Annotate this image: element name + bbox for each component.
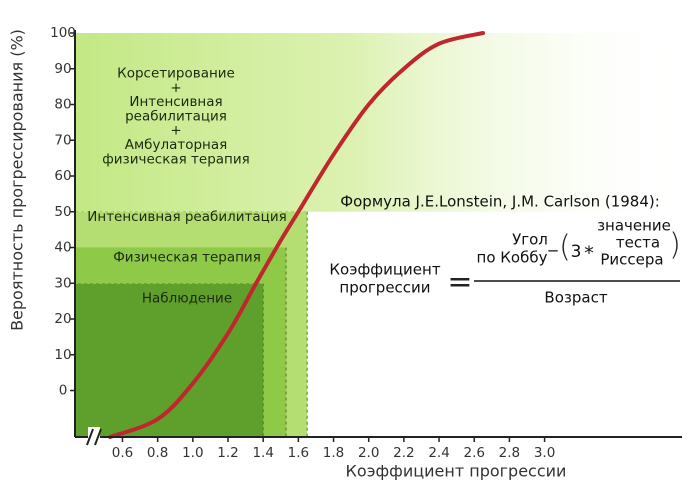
x-tick-label: 2.6 bbox=[463, 445, 484, 461]
zone-label: Физическая терапия bbox=[113, 250, 261, 266]
paren: ) bbox=[669, 228, 681, 263]
y-tick-label: 70 bbox=[54, 132, 71, 148]
x-tick-label: 3.0 bbox=[534, 445, 555, 461]
y-tick-label: 30 bbox=[54, 275, 71, 291]
y-tick-label: 80 bbox=[54, 97, 71, 113]
x-tick-label: 1.2 bbox=[217, 445, 238, 461]
zone-label: Амбулаторная bbox=[125, 137, 228, 153]
y-tick-label: 100 bbox=[50, 25, 76, 41]
formula-numerator: Риссера bbox=[600, 251, 663, 269]
x-tick-label: 2.0 bbox=[358, 445, 379, 461]
zone bbox=[75, 33, 690, 212]
formula-lhs: прогрессии bbox=[339, 279, 430, 297]
y-tick-label: 50 bbox=[54, 204, 71, 220]
y-tick-label: 40 bbox=[54, 240, 71, 256]
formula-equals: = bbox=[447, 265, 472, 300]
y-tick-label: 20 bbox=[54, 311, 71, 327]
x-tick-label: 1.4 bbox=[252, 445, 273, 461]
formula-numerator: значение bbox=[597, 217, 671, 235]
formula-denominator: Возраст bbox=[544, 289, 607, 307]
y-tick-label: 90 bbox=[54, 61, 71, 77]
axis-break bbox=[86, 427, 102, 447]
x-tick-label: 2.8 bbox=[499, 445, 520, 461]
zone-label: Наблюдение bbox=[142, 290, 232, 306]
x-tick-label: 2.2 bbox=[393, 445, 414, 461]
y-axis-title: Вероятность прогрессирования (%) bbox=[8, 29, 27, 331]
zone-label: Корсетирование bbox=[117, 65, 235, 81]
formula: Формула J.E.Lonstein, J.M. Carlson (1984… bbox=[329, 193, 680, 307]
x-tick-label: 1.6 bbox=[288, 445, 309, 461]
x-axis-title: Коэффициент прогрессии bbox=[346, 462, 567, 481]
axis-break-line bbox=[86, 428, 94, 446]
axis-break-line bbox=[94, 428, 102, 446]
formula-factor: 3 bbox=[571, 242, 582, 262]
zone-label: физическая терапия bbox=[102, 151, 250, 167]
y-tick-label: 10 bbox=[54, 347, 71, 363]
formula-numerator: теста bbox=[616, 234, 660, 252]
formula-lhs: Коэффициент bbox=[329, 261, 440, 279]
zone-label: + bbox=[170, 123, 181, 139]
formula-numerator: по Коббу bbox=[477, 249, 548, 267]
formula-title: Формула J.E.Lonstein, J.M. Carlson (1984… bbox=[340, 193, 660, 211]
y-tick-label: 0 bbox=[59, 383, 68, 399]
x-tick-label: 0.6 bbox=[112, 445, 133, 461]
progression-curve bbox=[108, 31, 486, 439]
x-tick-label: 0.8 bbox=[147, 445, 168, 461]
x-tick-label: 1.0 bbox=[182, 445, 203, 461]
formula-times: * bbox=[584, 243, 594, 265]
formula-numerator: Угол bbox=[512, 231, 548, 249]
y-tick-label: 60 bbox=[54, 168, 71, 184]
zone bbox=[75, 283, 264, 437]
zone-label: Интенсивная bbox=[129, 94, 222, 110]
zone-label: Интенсивная реабилитация bbox=[87, 209, 286, 225]
formula-minus: − bbox=[547, 242, 560, 260]
x-tick-label: 2.4 bbox=[428, 445, 449, 461]
paren: ( bbox=[559, 230, 571, 265]
zone-label: реабилитация bbox=[125, 108, 227, 124]
x-tick-label: 1.8 bbox=[323, 445, 344, 461]
zone-label: + bbox=[170, 80, 181, 96]
